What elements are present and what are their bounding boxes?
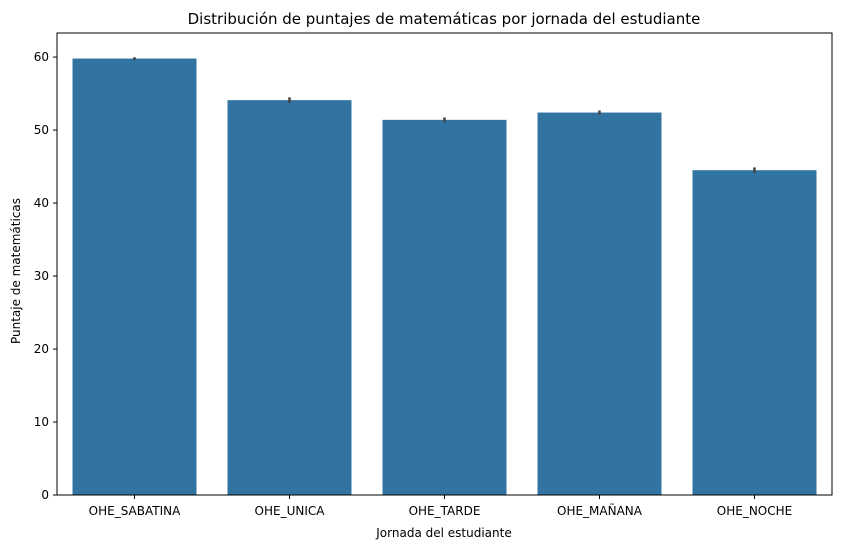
bar-ohe-tarde [382,119,507,495]
x-tick-label: OHE_NOCHE [717,504,792,518]
y-tick-label: 20 [34,342,49,356]
y-tick-label: 50 [34,123,49,137]
x-axis: OHE_SABATINA OHE_UNICA OHE_TARDE OHE_MAÑANA… [89,495,792,518]
y-axis: 0 10 20 30 40 50 60 [34,50,57,502]
y-tick-label: 0 [41,488,49,502]
x-tick-label: OHE_UNICA [255,504,326,518]
y-tick-label: 60 [34,50,49,64]
x-tick-label: OHE_SABATINA [89,504,181,518]
bars-group [72,58,817,496]
y-tick-label: 10 [34,415,49,429]
chart-title: Distribución de puntajes de matemáticas … [188,10,701,28]
y-tick-label: 40 [34,196,49,210]
bar-ohe-mañana [537,112,662,495]
error-bars-group [133,57,756,174]
y-axis-label: Puntaje de matemáticas [9,198,23,344]
x-axis-label: Jornada del estudiante [375,526,511,540]
plot-frame [56,32,833,496]
bar-ohe-unica [227,100,352,496]
bar-ohe-sabatina [72,58,197,496]
bar-ohe-noche [692,170,817,496]
y-tick-label: 30 [34,269,49,283]
x-tick-label: OHE_MAÑANA [557,503,643,518]
x-tick-label: OHE_TARDE [409,504,481,518]
